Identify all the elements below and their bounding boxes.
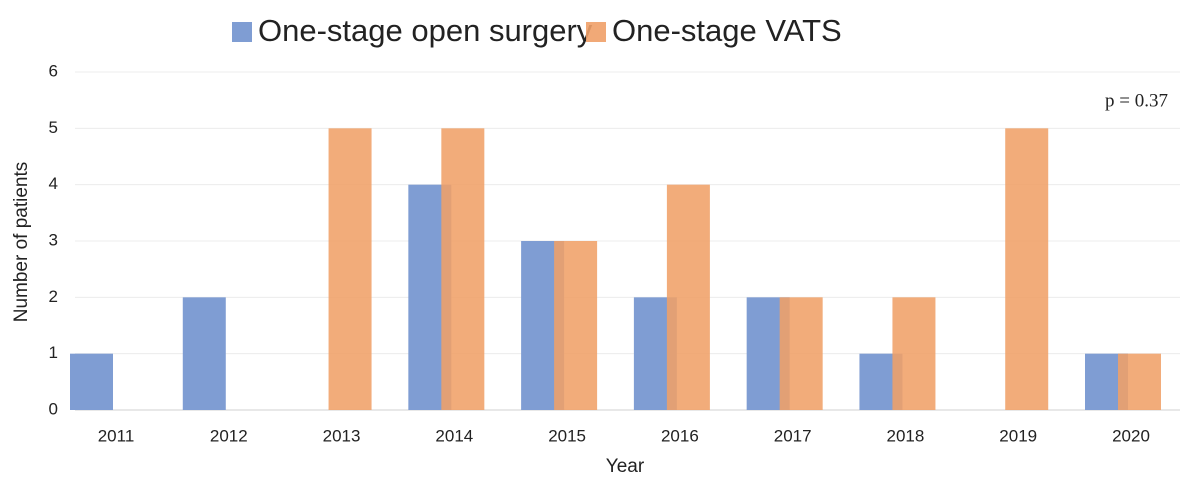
x-axis-title: Year bbox=[606, 456, 645, 477]
x-tick-label: 2018 bbox=[887, 426, 925, 445]
x-tick-label: 2013 bbox=[323, 426, 361, 445]
x-tick-label: 2012 bbox=[210, 426, 248, 445]
x-tick-label: 2017 bbox=[774, 426, 812, 445]
legend-label: One-stage VATS bbox=[612, 13, 842, 48]
bar bbox=[441, 128, 485, 411]
x-tick-label: 2011 bbox=[98, 426, 135, 445]
legend-swatch bbox=[232, 22, 252, 42]
bar bbox=[554, 241, 598, 410]
y-axis-title: Number of patients bbox=[11, 162, 32, 323]
y-tick-label: 4 bbox=[49, 174, 58, 193]
x-tick-label: 2020 bbox=[1112, 426, 1150, 445]
bar bbox=[1118, 353, 1161, 410]
x-tick-label: 2015 bbox=[548, 426, 586, 445]
bar bbox=[328, 128, 372, 411]
x-tick-label: 2014 bbox=[435, 426, 473, 445]
legend-label: One-stage open surgery bbox=[258, 13, 593, 48]
y-tick-label: 3 bbox=[49, 230, 58, 249]
bar bbox=[182, 297, 226, 410]
y-tick-label: 5 bbox=[49, 118, 58, 137]
legend-swatch bbox=[586, 22, 606, 42]
annotation: p = 0.37 bbox=[1105, 90, 1168, 111]
bar bbox=[1005, 128, 1049, 411]
bar bbox=[70, 353, 113, 410]
y-tick-label: 6 bbox=[49, 61, 58, 80]
x-tick-label: 2019 bbox=[999, 426, 1037, 445]
y-tick-label: 2 bbox=[49, 287, 58, 306]
bar bbox=[779, 297, 823, 410]
bar bbox=[666, 184, 710, 410]
x-tick-label: 2016 bbox=[661, 426, 699, 445]
bar bbox=[892, 297, 936, 410]
y-tick-label: 1 bbox=[49, 343, 58, 362]
y-tick-label: 0 bbox=[49, 399, 58, 418]
